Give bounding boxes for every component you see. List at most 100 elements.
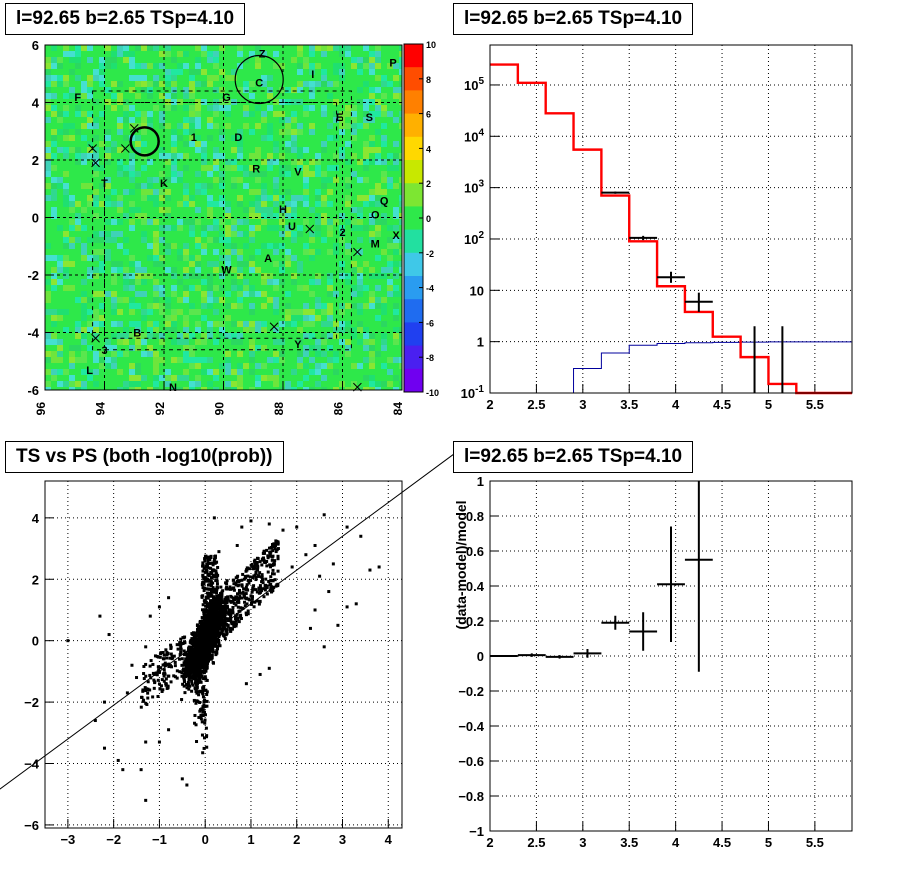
heatmap-cell — [225, 225, 231, 231]
residual-x-tick-label: 4.5 — [713, 835, 731, 850]
heatmap-cell — [129, 279, 135, 285]
heatmap-cell — [45, 75, 51, 81]
scatter-point — [268, 588, 272, 592]
colorbar-segment — [404, 183, 423, 207]
heatmap-cell — [117, 309, 123, 315]
scatter-point — [182, 649, 186, 653]
scatter-point — [215, 575, 219, 579]
source-label: S — [366, 112, 373, 124]
heatmap-cell — [75, 297, 81, 303]
heatmap-cell — [273, 225, 279, 231]
scatter-point — [204, 600, 208, 604]
heatmap-cell — [363, 273, 369, 279]
heatmap-cell — [189, 345, 195, 351]
source-label: F — [74, 92, 81, 104]
heatmap-cell — [291, 147, 297, 153]
scatter-point — [244, 592, 248, 596]
scatter-point — [208, 599, 212, 603]
heatmap-cell — [279, 261, 285, 267]
heatmap-cell — [351, 363, 357, 369]
heatmap-cell — [75, 387, 81, 390]
heatmap-cell — [177, 69, 183, 75]
heatmap-cell — [153, 195, 159, 201]
scatter-point — [166, 652, 170, 656]
scatter-point — [199, 713, 203, 717]
heatmap-cell — [309, 231, 315, 237]
heatmap-cell — [237, 177, 243, 183]
scatter-x-tick-label: 0 — [202, 832, 209, 847]
heatmap-cell — [321, 177, 327, 183]
scatter-point — [260, 557, 264, 561]
heatmap-cell — [87, 267, 93, 273]
heatmap-cell — [207, 321, 213, 327]
heatmap-cell — [45, 255, 51, 261]
heatmap-cell — [399, 213, 402, 219]
heatmap-cell — [303, 189, 309, 195]
scatter-x-tick-label: 4 — [385, 832, 393, 847]
scatter-point — [215, 582, 219, 586]
heatmap-cell — [237, 387, 243, 390]
heatmap-cell — [375, 351, 381, 357]
heatmap-cell — [165, 225, 171, 231]
scatter-point — [152, 678, 156, 682]
heatmap-cell — [297, 195, 303, 201]
scatter-point — [210, 628, 214, 632]
heatmap-cell — [249, 309, 255, 315]
scatter-point — [222, 623, 226, 627]
heatmap-cell — [171, 375, 177, 381]
scatter-point — [202, 656, 206, 660]
scatter-point — [201, 708, 205, 712]
scatter-point — [270, 578, 274, 582]
heatmap-cell — [105, 339, 111, 345]
heatmap-cell — [135, 75, 141, 81]
heatmap-cell — [201, 45, 207, 51]
scatter-point — [276, 569, 280, 573]
scatter-point — [220, 594, 224, 598]
heatmap-cell — [279, 357, 285, 363]
heatmap-cell — [303, 93, 309, 99]
heatmap-cell — [69, 345, 75, 351]
scatter-point — [192, 657, 196, 661]
heatmap-cell — [51, 213, 57, 219]
heatmap-cell — [45, 69, 51, 75]
heatmap-cell — [81, 147, 87, 153]
scatter-point — [207, 657, 211, 661]
heatmap-cell — [51, 93, 57, 99]
scatter-point — [201, 586, 205, 590]
heatmap-cell — [195, 339, 201, 345]
heatmap-cell — [345, 111, 351, 117]
scatter-point — [257, 586, 261, 590]
heatmap-cell — [369, 117, 375, 123]
scatter-point — [190, 679, 194, 683]
heatmap-cell — [273, 111, 279, 117]
scatter-point — [254, 588, 258, 592]
scatter-point — [322, 513, 326, 517]
heatmap-cell — [87, 57, 93, 63]
heatmap-cell — [75, 285, 81, 291]
heatmap-cell — [105, 45, 111, 51]
heatmap-cell — [93, 291, 99, 297]
heatmap-cell — [351, 207, 357, 213]
scatter-point — [231, 600, 235, 604]
heatmap-cell — [237, 219, 243, 225]
colorbar-tick-label: 6 — [426, 110, 431, 120]
heatmap-cell — [87, 153, 93, 159]
heatmap-cell — [81, 135, 87, 141]
heatmap-cell — [315, 195, 321, 201]
scatter-point — [232, 588, 236, 592]
heatmap-cell — [63, 243, 69, 249]
heatmap-cell — [279, 153, 285, 159]
scatter-point — [274, 539, 278, 543]
heatmap-cell — [63, 105, 69, 111]
scatter-point — [235, 543, 239, 547]
residual-frame — [489, 480, 853, 832]
heatmap-cell — [309, 213, 315, 219]
heatmap-cell — [219, 87, 225, 93]
scatter-point — [191, 668, 195, 672]
source-label: W — [221, 264, 232, 276]
heatmap-cell — [201, 81, 207, 87]
heatmap-cell — [267, 279, 273, 285]
scatter-point — [212, 516, 216, 520]
scatter-point — [313, 608, 317, 612]
heatmap-cell — [369, 291, 375, 297]
